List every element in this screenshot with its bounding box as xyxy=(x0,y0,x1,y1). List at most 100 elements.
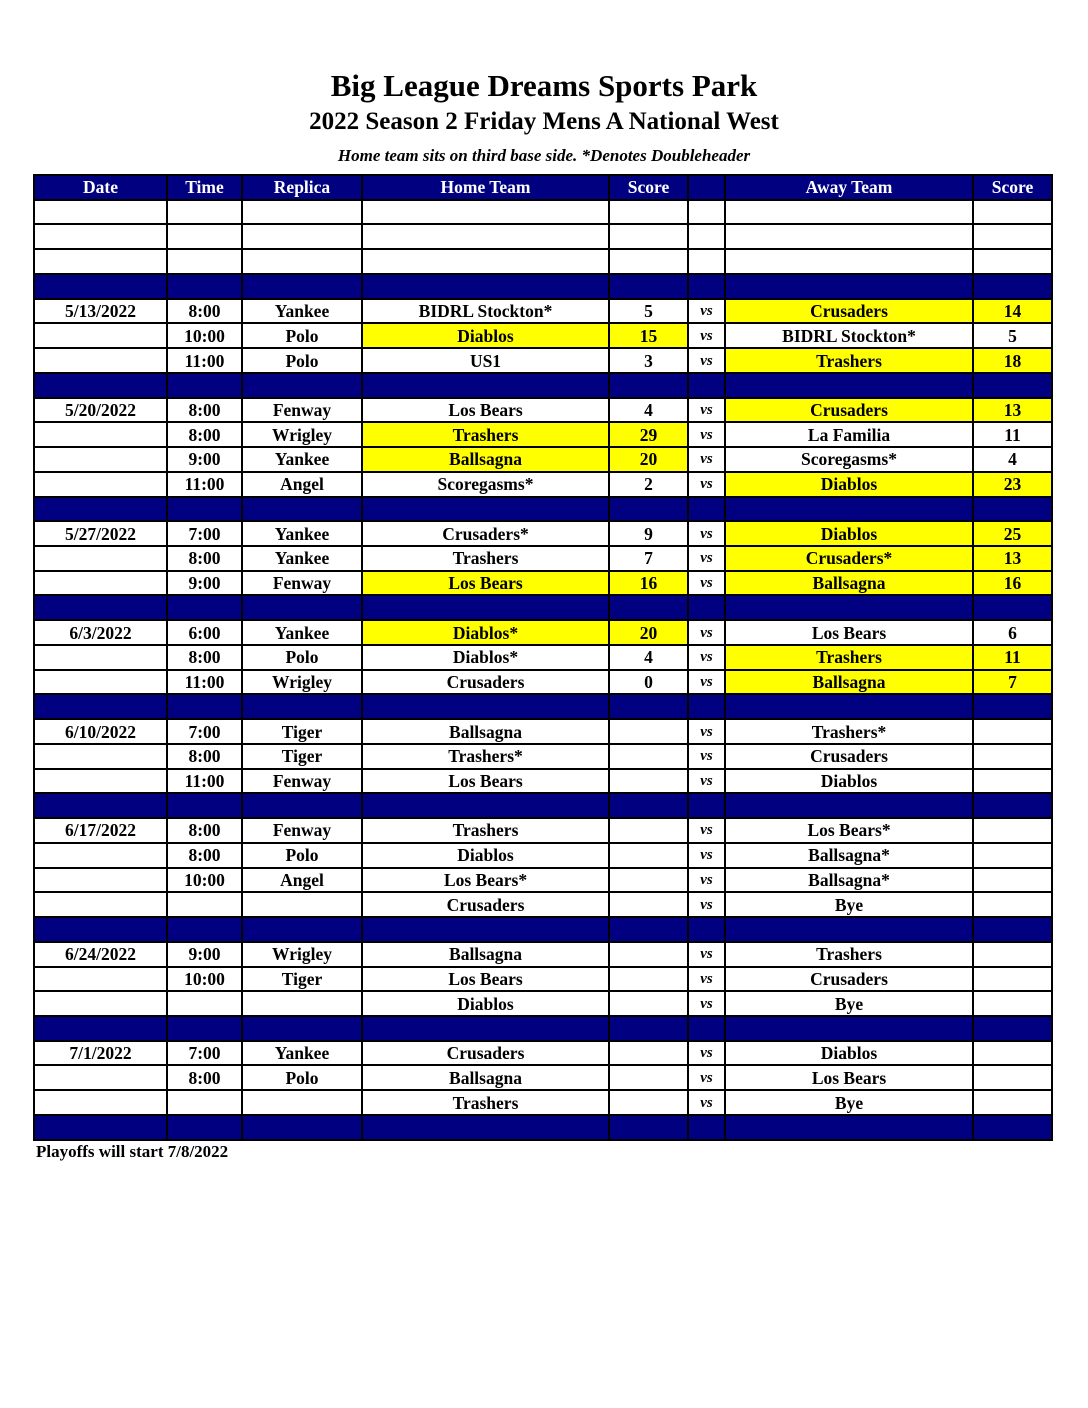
away-team-cell: Crusaders xyxy=(724,965,974,993)
home-score-cell: 0 xyxy=(608,668,689,696)
away-score-cell: 6 xyxy=(972,619,1053,646)
date-cell xyxy=(33,446,168,473)
away-score-cell: 11 xyxy=(972,643,1053,671)
time-cell: 11:00 xyxy=(166,470,243,498)
vs-cell: vs xyxy=(687,668,726,696)
replica-cell xyxy=(241,223,363,251)
date-cell xyxy=(33,891,168,919)
vs-cell: vs xyxy=(687,545,726,572)
table-row: 11:00 Polo US1 3 vs Trashers 18 xyxy=(33,347,1053,374)
away-team-cell: Trashers xyxy=(724,643,974,671)
home-team-cell: Trashers* xyxy=(361,742,610,770)
home-team-cell: Diablos xyxy=(361,322,610,350)
away-team-cell xyxy=(724,792,974,820)
home-team-cell: Ballsagna xyxy=(361,718,610,745)
home-team-cell: Ballsagna xyxy=(361,1064,610,1092)
time-cell: 11:00 xyxy=(166,347,243,374)
home-score-cell xyxy=(608,693,689,721)
header-date: Date xyxy=(33,174,168,201)
home-score-cell: 20 xyxy=(608,446,689,473)
date-cell xyxy=(33,223,168,251)
vs-cell: vs xyxy=(687,718,726,745)
table-row: 7/1/2022 7:00 Yankee Crusaders vs Diablos xyxy=(33,1039,1053,1067)
home-score-cell xyxy=(608,817,689,844)
home-team-cell: Diablos* xyxy=(361,643,610,671)
away-score-cell: 4 xyxy=(972,446,1053,473)
vs-cell: vs xyxy=(687,396,726,424)
home-team-cell xyxy=(361,792,610,820)
time-cell: 11:00 xyxy=(166,668,243,696)
home-score-cell xyxy=(608,1089,689,1116)
away-score-cell: 13 xyxy=(972,545,1053,572)
vs-cell: vs xyxy=(687,1064,726,1092)
header-time: Time xyxy=(166,174,243,201)
home-score-cell xyxy=(608,990,689,1017)
time-cell xyxy=(166,371,243,399)
home-team-cell xyxy=(361,693,610,721)
separator-row xyxy=(33,1014,1053,1042)
date-cell: 5/13/2022 xyxy=(33,297,168,325)
home-score-cell xyxy=(608,1014,689,1042)
date-cell xyxy=(33,643,168,671)
away-score-cell xyxy=(972,767,1053,795)
away-team-cell: Trashers xyxy=(724,940,974,968)
replica-cell: Yankee xyxy=(241,1039,363,1067)
home-score-cell: 7 xyxy=(608,545,689,572)
date-cell xyxy=(33,495,168,523)
away-score-cell xyxy=(972,742,1053,770)
away-score-cell xyxy=(972,841,1053,869)
replica-cell: Yankee xyxy=(241,297,363,325)
away-team-cell: Trashers* xyxy=(724,718,974,745)
time-cell xyxy=(166,990,243,1017)
home-team-cell xyxy=(361,248,610,275)
vs-cell: vs xyxy=(687,619,726,646)
home-score-cell: 9 xyxy=(608,520,689,548)
replica-cell: Polo xyxy=(241,1064,363,1092)
away-score-cell xyxy=(972,817,1053,844)
home-team-cell: Los Bears xyxy=(361,569,610,597)
time-cell: 8:00 xyxy=(166,545,243,572)
away-score-cell xyxy=(972,1113,1053,1141)
table-row: 8:00 Wrigley Trashers 29 vs La Familia 11 xyxy=(33,421,1053,449)
time-cell xyxy=(166,594,243,622)
date-cell xyxy=(33,347,168,374)
date-cell xyxy=(33,693,168,721)
home-score-cell xyxy=(608,718,689,745)
time-cell: 9:00 xyxy=(166,446,243,473)
date-cell xyxy=(33,990,168,1017)
date-cell xyxy=(33,767,168,795)
table-row: 9:00 Yankee Ballsagna 20 vs Scoregasms* 4 xyxy=(33,446,1053,473)
date-cell: 7/1/2022 xyxy=(33,1039,168,1067)
home-team-cell xyxy=(361,495,610,523)
home-team-cell xyxy=(361,1014,610,1042)
table-row: 11:00 Angel Scoregasms* 2 vs Diablos 23 xyxy=(33,470,1053,498)
blank-row xyxy=(33,223,1053,251)
time-cell: 8:00 xyxy=(166,643,243,671)
time-cell: 9:00 xyxy=(166,940,243,968)
home-team-cell: Los Bears xyxy=(361,965,610,993)
home-score-cell: 16 xyxy=(608,569,689,597)
vs-cell xyxy=(687,916,726,943)
header-vs xyxy=(687,174,726,201)
replica-cell xyxy=(241,990,363,1017)
date-cell xyxy=(33,248,168,275)
replica-cell: Tiger xyxy=(241,965,363,993)
away-team-cell xyxy=(724,223,974,251)
away-team-cell: Crusaders xyxy=(724,297,974,325)
table-row: 8:00 Tiger Trashers* vs Crusaders xyxy=(33,742,1053,770)
away-team-cell: Diablos xyxy=(724,1039,974,1067)
time-cell xyxy=(166,1089,243,1116)
vs-cell: vs xyxy=(687,742,726,770)
away-team-cell: Bye xyxy=(724,990,974,1017)
vs-cell xyxy=(687,198,726,226)
time-cell: 8:00 xyxy=(166,742,243,770)
away-team-cell: Bye xyxy=(724,1089,974,1116)
away-score-cell xyxy=(972,1064,1053,1092)
home-team-cell xyxy=(361,1113,610,1141)
replica-cell: Wrigley xyxy=(241,421,363,449)
separator-row xyxy=(33,916,1053,943)
table-row: 8:00 Yankee Trashers 7 vs Crusaders* 13 xyxy=(33,545,1053,572)
vs-cell xyxy=(687,495,726,523)
home-score-cell xyxy=(608,1113,689,1141)
time-cell: 10:00 xyxy=(166,322,243,350)
